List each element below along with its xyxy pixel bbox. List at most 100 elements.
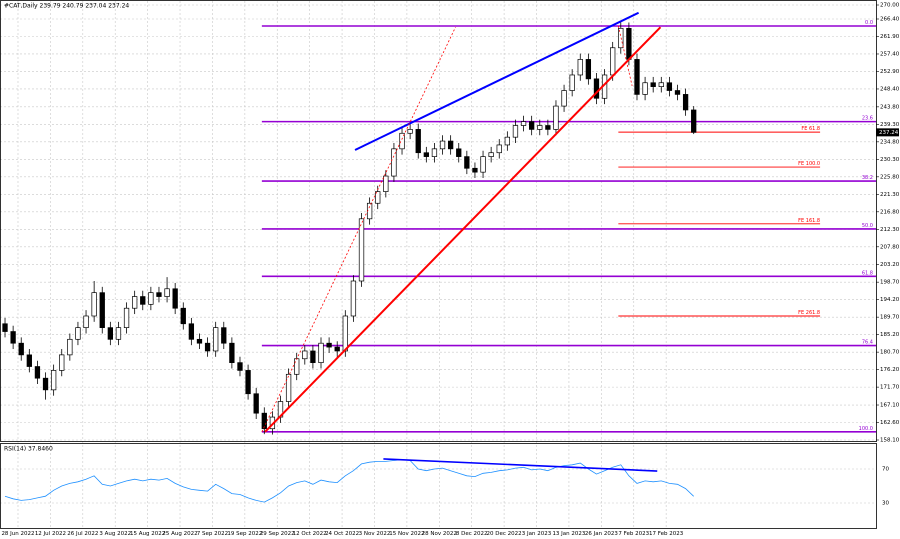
candle-body [253,393,259,414]
x-tick-label: 3 Aug 2022 [99,531,131,537]
y-tick-label: 171.70 [880,385,900,391]
x-tick-label: 28 Nov 2022 [422,531,457,537]
candle-body [34,366,41,379]
candle-body [99,292,105,329]
candle-body [50,370,57,391]
rsi-line [4,459,694,503]
candle-body [59,354,65,371]
trend-line [383,458,658,472]
candle-body [204,342,211,352]
x-tick-label: 24 Oct 2022 [325,531,359,537]
y-tick-label: 230.30 [880,157,900,163]
candle-body [674,90,681,95]
fib-label: 100.0 [859,426,873,432]
x-tick-label: 12 Oct 2022 [293,531,327,537]
y-tick-label: 185.20 [880,332,900,338]
y-tick-label: 70 [882,467,889,473]
candle-body [326,342,332,348]
candle-body [456,148,462,157]
y-tick-label: 221.30 [880,192,900,198]
fe-label: FE 61.8 [801,126,820,132]
fib-label: 61.8 [862,270,873,276]
candle-body [472,167,478,173]
candle-body [585,59,592,80]
candle-body [350,280,357,317]
candle-body [91,292,97,317]
candle-body [67,338,73,356]
candle-body [196,338,203,344]
y-tick-label: 257.40 [880,51,900,57]
candle-body [447,140,454,150]
fib-label: 23.6 [862,116,873,122]
y-tick-label: 194.20 [880,297,900,303]
trend-line [261,26,456,433]
x-tick-label: 15 Aug 2022 [130,531,165,537]
candle-body [496,144,502,154]
trend-line [264,26,662,433]
x-tick-label: 15 Nov 2022 [389,531,424,537]
rsi-pane-border [0,443,877,529]
candle-body [504,136,511,146]
candle-body [302,350,308,360]
candle-body [682,94,689,111]
y-tick-label: 176.20 [880,367,900,373]
y-tick-label: 167.10 [880,403,900,409]
y-tick-label: 30 [882,501,889,507]
x-tick-label: 7 Sep 2022 [197,531,228,537]
candle-body [26,354,32,367]
candle-body [237,362,243,371]
y-tick-label: 203.20 [880,262,900,268]
x-tick-label: 20 Dec 2022 [487,531,522,537]
candle-body [115,327,122,340]
candle-body [391,148,397,177]
fibonacci: 0.0 23.6 38.2 50.0 61.8 76.4 100.0 FE 61.8 FE 10… [261,20,876,433]
y-tick-label: 198.70 [880,280,900,286]
candle-body [383,175,389,192]
y-tick-label: 162.60 [880,420,900,426]
candle-body [626,27,632,60]
y-tick-label: 158.10 [880,438,900,444]
last-price-label: 237.24 [879,130,899,136]
candle-body [593,78,600,99]
candle-body [415,129,421,154]
x-tick-label: 25 Aug 2022 [162,531,197,537]
candle-body [666,82,673,91]
candle-body [520,121,527,126]
candle-body [310,350,316,363]
candle-body [634,59,640,95]
candle-body [156,292,162,297]
x-tick-label: 13 Jan 2023 [552,531,585,537]
candle-body [691,109,697,133]
candle-body [642,82,648,95]
candle-body [42,377,49,391]
y-tick-label: 270.00 [880,3,900,9]
candle-body [439,140,446,150]
fe-label: FE 261.8 [798,310,820,316]
fib-label: 50.0 [862,223,873,229]
candle-body [188,323,195,340]
candle-body [123,307,130,329]
y-tick-label: 180.70 [880,350,900,356]
candle-body [366,202,373,220]
x-tick-label: 26 Jan 2023 [585,531,618,537]
candle-body [2,323,8,332]
fib-label: 76.4 [862,340,873,346]
y-tick-label: 225.80 [880,174,900,180]
candle-body [577,59,583,76]
candle-body [75,327,81,340]
candle-body [294,358,300,375]
candle-body [229,342,235,363]
candle-body [213,327,219,352]
x-tick-label: 26 Jul 2022 [67,531,98,537]
x-tick-label: 29 Sep 2022 [260,531,295,537]
candle-body [423,152,429,157]
y-tick-label: 239.30 [880,122,900,128]
x-tick-label: 17 Feb 2023 [649,531,684,537]
candle-body [132,296,138,309]
x-tick-label: 3 Jan 2023 [522,531,552,537]
candle-body [375,191,381,204]
candle-body [569,74,575,91]
candle-body [480,156,486,173]
